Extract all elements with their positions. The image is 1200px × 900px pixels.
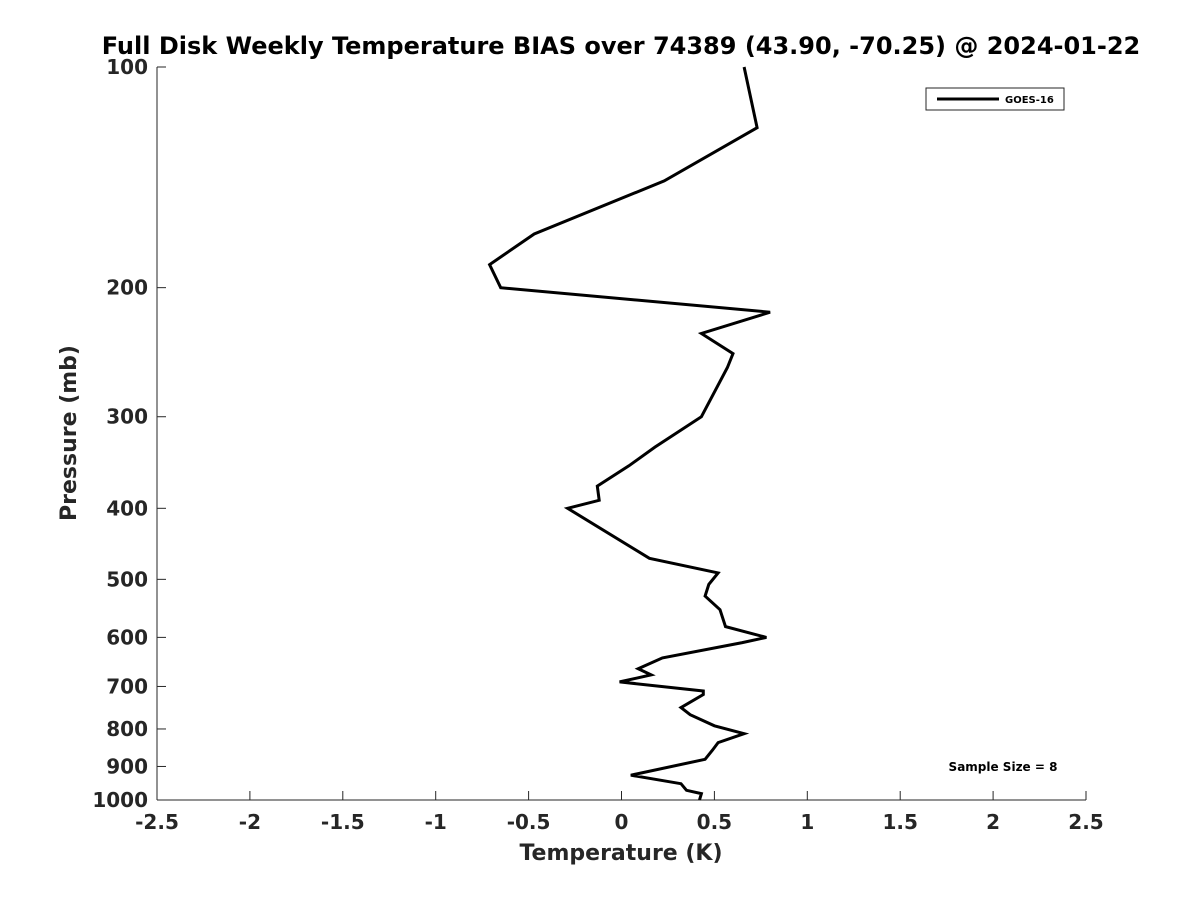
- y-tick-label: 600: [106, 625, 148, 649]
- plot-area: [157, 67, 1086, 800]
- chart-title: Full Disk Weekly Temperature BIAS over 7…: [102, 32, 1141, 60]
- y-tick-label: 400: [106, 496, 148, 520]
- x-tick-label: 2.5: [1068, 810, 1103, 834]
- y-tick-label: 1000: [92, 788, 148, 812]
- y-tick-label: 100: [106, 55, 148, 79]
- x-tick-label: 2: [986, 810, 1000, 834]
- series-layer: [487, 66, 771, 801]
- x-tick-label: -2.5: [135, 810, 179, 834]
- x-tick-label: -1: [425, 810, 447, 834]
- y-tick-label: 800: [106, 717, 148, 741]
- y-axis-ticks: 100 200 300 400 500 600 700 800 900 1000: [92, 55, 166, 812]
- y-tick-label: 900: [106, 754, 148, 778]
- x-axis-ticks: -2.5 -2 -1.5 -1 -0.5 0 0.5 1 1.5 2 2.5: [135, 791, 1104, 834]
- x-tick-label: 0.5: [697, 810, 732, 834]
- legend-label-goes-16: GOES-16: [1005, 95, 1054, 106]
- sample-size-annotation: Sample Size = 8: [949, 760, 1058, 774]
- series-line-goes-16: [487, 66, 771, 801]
- x-tick-label: -1.5: [321, 810, 365, 834]
- y-tick-label: 300: [106, 405, 148, 429]
- y-tick-label: 500: [106, 567, 148, 591]
- x-tick-label: 1.5: [882, 810, 917, 834]
- x-tick-label: 0: [615, 810, 629, 834]
- x-axis-label: Temperature (K): [519, 841, 722, 866]
- x-tick-label: -2: [239, 810, 261, 834]
- y-tick-label: 200: [106, 276, 148, 300]
- x-tick-label: 1: [800, 810, 814, 834]
- y-axis-label: Pressure (mb): [57, 345, 82, 521]
- legend: GOES-16: [925, 87, 1065, 111]
- x-tick-label: -0.5: [507, 810, 551, 834]
- y-tick-label: 700: [106, 674, 148, 698]
